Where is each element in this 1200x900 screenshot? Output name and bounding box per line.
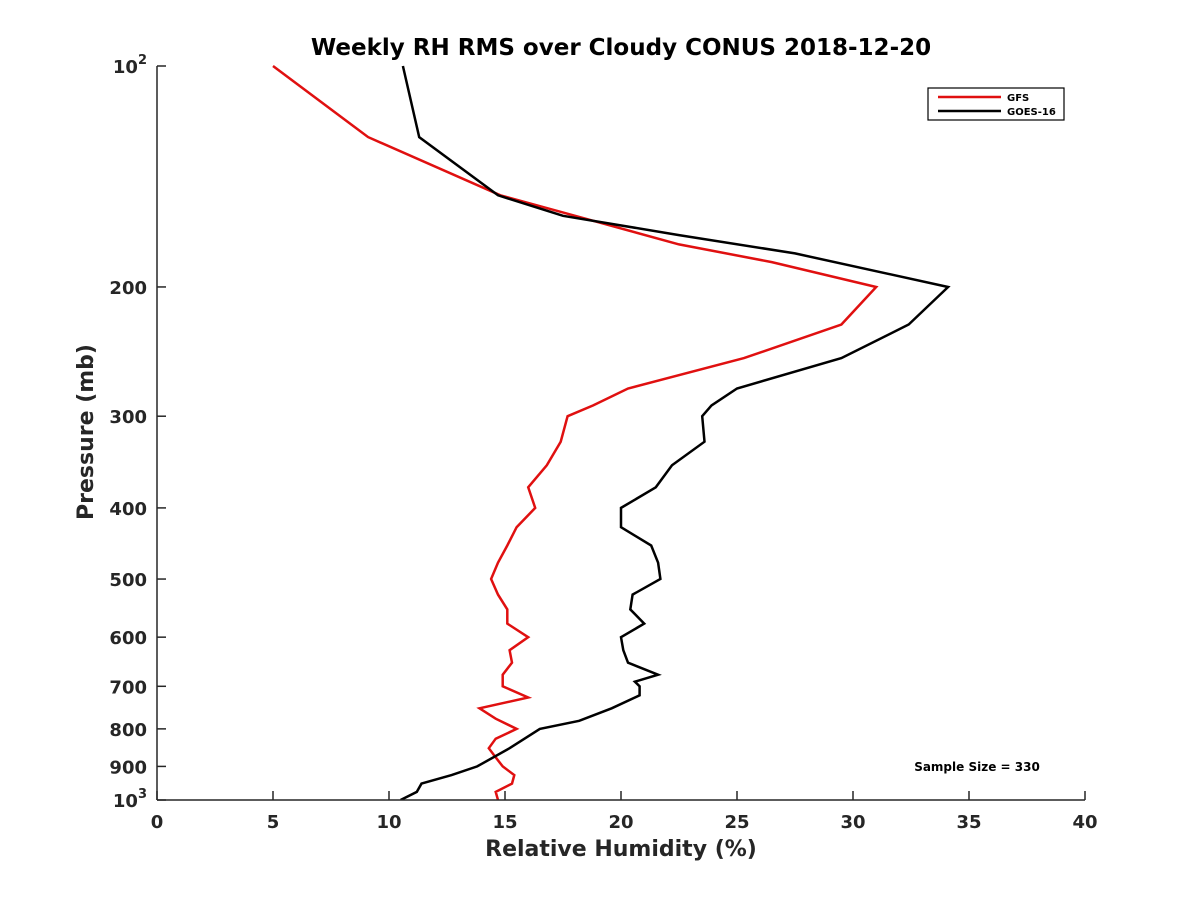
series-line-gfs: [272, 64, 879, 800]
y-tick-label: 102: [113, 53, 147, 78]
y-tick-label: 500: [109, 570, 147, 591]
series-line-goes-16: [400, 65, 951, 800]
y-tick-label: 200: [109, 278, 147, 299]
x-tick-label: 30: [840, 812, 865, 833]
legend-box: [927, 87, 1065, 121]
y-tick-label: 800: [109, 720, 147, 741]
x-tick-label: 0: [151, 812, 164, 833]
x-tick-label: 20: [608, 812, 633, 833]
legend-entry-label: GOES-16: [1007, 107, 1056, 118]
y-tick-label: 400: [109, 499, 147, 520]
x-axis: 0 5 10 15 20 25 30 35 40: [151, 791, 1098, 833]
sample-size-annotation: Sample Size = 330: [914, 760, 1040, 774]
x-axis-label: Relative Humidity (%): [485, 837, 757, 862]
chart-title: Weekly RH RMS over Cloudy CONUS 2018-12-…: [311, 35, 931, 61]
legend: GFS GOES-16: [927, 87, 1065, 121]
y-tick-label: 103: [113, 787, 147, 812]
x-tick-label: 15: [492, 812, 517, 833]
y-tick-label: 600: [109, 628, 147, 649]
x-tick-label: 35: [956, 812, 981, 833]
x-tick-label: 40: [1072, 812, 1097, 833]
x-tick-label: 10: [376, 812, 401, 833]
y-tick-label: 300: [109, 407, 147, 428]
y-axis-label: Pressure (mb): [74, 344, 99, 520]
y-tick-label: 700: [109, 677, 147, 698]
y-axis: 102 200 300 400 500 600 700 800 900 103: [109, 53, 166, 812]
x-tick-label: 25: [724, 812, 749, 833]
y-tick-label: 900: [109, 757, 147, 778]
legend-entry-label: GFS: [1007, 93, 1029, 104]
x-tick-label: 5: [267, 812, 280, 833]
plot-area: [272, 64, 951, 800]
